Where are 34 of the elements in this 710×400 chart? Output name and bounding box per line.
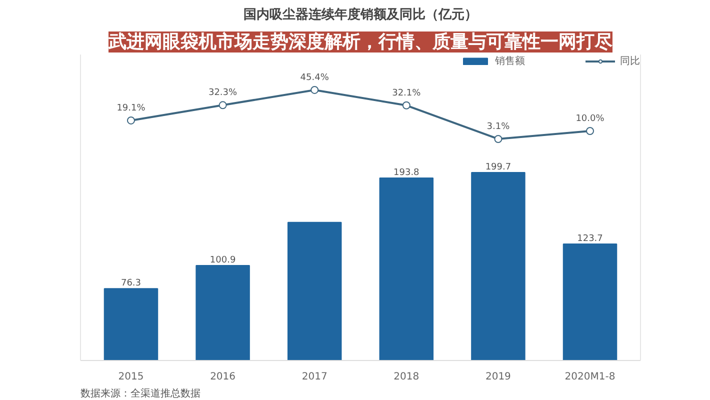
x-tick-label: 2018 [394,372,420,382]
data-label: 45.4% [300,72,330,83]
chart-title: 国内吸尘器连续年度销额及同比（亿元） [244,6,478,22]
point [218,101,227,110]
data-label: 100.9 [210,256,236,266]
x-tick-label: 2016 [210,372,236,382]
data-label: 10.0% [576,114,605,124]
bar [196,265,250,360]
source-note: 数据来源：全渠道推总数据 [80,388,200,400]
legend-label: 同比 [620,54,640,68]
data-label: 123.7 [577,234,603,244]
data-label: 19.1% [116,103,146,114]
bar [471,172,526,360]
point [402,101,410,110]
x-tick-label: 2015 [118,372,144,382]
point [310,86,319,94]
data-label: 199.7 [485,162,512,172]
point [126,116,135,124]
data-label: 32.3% [208,88,238,98]
bar [287,222,342,360]
legend-label: 销售额 [495,54,525,68]
data-label: 193.8 [394,168,420,178]
point [494,135,502,143]
data-label: 76.3 [120,278,142,289]
x-tick-label: 2019 [485,372,511,382]
bar [104,288,158,360]
point [586,127,594,135]
bar [562,244,618,360]
data-label: 3.1% [486,122,510,132]
text: 武进网眼袋机市场走势深度解析，行情、质量与可靠性一网打尽 [108,32,614,52]
data-label: 32.1% [392,88,422,98]
x-tick-label: 2020M1-8 [564,372,616,382]
x-tick-label: 2017 [302,372,328,382]
bar [379,178,434,360]
